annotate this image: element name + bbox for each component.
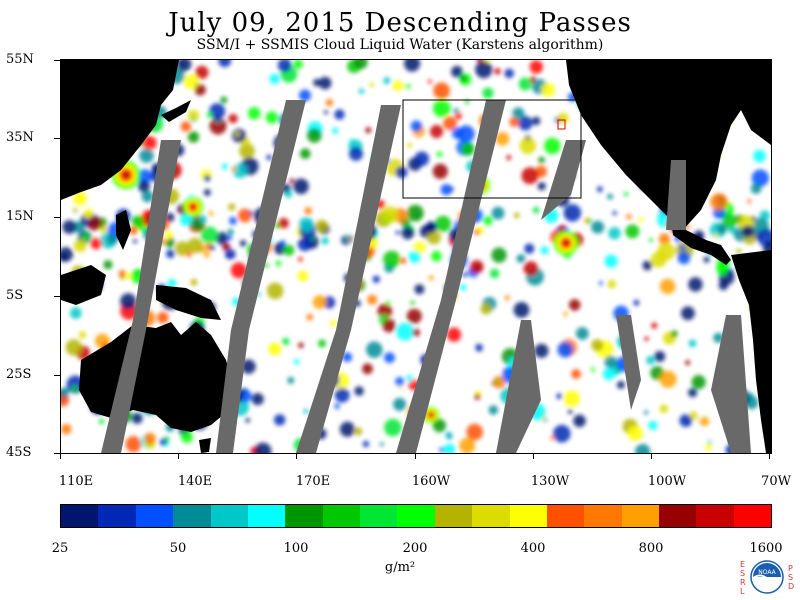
- lat-tick: [54, 453, 60, 454]
- logo-letter: P: [788, 564, 793, 573]
- logo-letter: L: [740, 587, 745, 596]
- swath-gap: [396, 100, 506, 453]
- new-guinea-landmass: [156, 285, 221, 320]
- colorbar-bin: [210, 505, 248, 527]
- colorbar-bin: [584, 505, 622, 527]
- lat-tick: [54, 60, 60, 61]
- colorbar-label-400: 400: [520, 541, 546, 556]
- lon-label-110e: 110E: [58, 474, 94, 489]
- swath-gap: [711, 315, 751, 453]
- map-title: July 09, 2015 Descending Passes: [168, 8, 632, 38]
- map-subtitle: SSM/I + SSMIS Cloud Liquid Water (Karste…: [196, 37, 604, 53]
- colorbar-bin: [621, 505, 659, 527]
- lon-label-140e: 140E: [177, 474, 213, 489]
- colorbar-bin: [546, 505, 585, 527]
- noaa-esrl-psd-logo: E S R L NOAA P S D: [736, 556, 796, 598]
- lon-label-100w: 100W: [647, 474, 687, 489]
- borneo-landmass: [61, 265, 106, 305]
- japan-landmass: [161, 100, 191, 122]
- colorbar-bin: [135, 505, 174, 527]
- colorbar-bin: [285, 505, 323, 527]
- swath-gap: [666, 160, 686, 230]
- colorbar-bin: [696, 505, 734, 527]
- lon-label-160w: 160W: [411, 474, 451, 489]
- region-box: [402, 99, 582, 199]
- lon-tick: [60, 453, 61, 459]
- lat-tick: [54, 138, 60, 139]
- land-masses: [61, 60, 771, 453]
- asia-landmass: [61, 60, 179, 200]
- colorbar-label-25: 25: [51, 541, 69, 556]
- lon-tick: [533, 453, 534, 459]
- logo-letter: D: [788, 582, 795, 591]
- logo-letter: R: [740, 578, 746, 587]
- colorbar-label-50: 50: [169, 541, 187, 556]
- noaa-emblem-icon: NOAA: [750, 560, 784, 594]
- swath-gap: [616, 315, 641, 410]
- lon-label-130w: 130W: [530, 474, 570, 489]
- colorbar-bin: [434, 505, 473, 527]
- lon-tick: [769, 453, 770, 459]
- lon-tick: [296, 453, 297, 459]
- map-canvas: [61, 60, 771, 453]
- lat-label-15n: 15N: [6, 209, 34, 224]
- lon-label-170e: 170E: [295, 474, 331, 489]
- swath-gap: [216, 100, 306, 453]
- swath-gap: [541, 140, 586, 220]
- lat-tick: [54, 296, 60, 297]
- central-america-landmass: [671, 220, 731, 265]
- no-data-swath-gaps: [101, 100, 751, 453]
- colorbar-bin: [659, 505, 697, 527]
- lon-label-70w: 70W: [761, 474, 791, 489]
- lat-label-35n: 35N: [6, 130, 34, 145]
- colorbar-bin: [472, 505, 510, 527]
- lat-label-25s: 25S: [6, 367, 32, 382]
- lat-tick: [54, 375, 60, 376]
- lat-label-5s: 5S: [6, 288, 24, 303]
- swath-gap: [296, 105, 401, 453]
- colorbar-bin: [61, 505, 99, 527]
- colorbar-label-100: 100: [283, 541, 309, 556]
- swath-gap: [496, 320, 541, 453]
- colorbar-bin: [322, 505, 360, 527]
- colorbar-units: g/m²: [384, 560, 416, 575]
- logo-letter: S: [788, 573, 794, 582]
- tasmania-landmass: [199, 438, 211, 453]
- logo-letter: S: [740, 569, 746, 578]
- cloud-liquid-water-map: [60, 59, 772, 454]
- lon-tick: [415, 453, 416, 459]
- colorbar-bin: [509, 505, 547, 527]
- south-america-landmass: [731, 250, 771, 453]
- colorbar-bin: [173, 505, 211, 527]
- north-america-landmass: [566, 60, 771, 230]
- swath-gap: [101, 140, 181, 453]
- colorbar-label-1600: 1600: [749, 541, 783, 556]
- colorbar: [60, 504, 772, 528]
- colorbar-bin: [247, 505, 286, 527]
- logo-letter: E: [740, 560, 746, 569]
- lat-label-55n: 55N: [6, 52, 34, 67]
- philippines-landmass: [116, 210, 131, 250]
- region-box-small: [557, 119, 566, 130]
- colorbar-bin: [98, 505, 136, 527]
- lon-tick: [178, 453, 179, 459]
- logo-center-text: NOAA: [758, 569, 776, 576]
- colorbar-label-800: 800: [638, 541, 664, 556]
- lat-tick: [54, 217, 60, 218]
- colorbar-bin: [360, 505, 398, 527]
- colorbar-bin: [733, 505, 772, 527]
- colorbar-label-200: 200: [402, 541, 428, 556]
- lon-tick: [651, 453, 652, 459]
- lat-label-45s: 45S: [6, 445, 32, 460]
- colorbar-bin: [397, 505, 435, 527]
